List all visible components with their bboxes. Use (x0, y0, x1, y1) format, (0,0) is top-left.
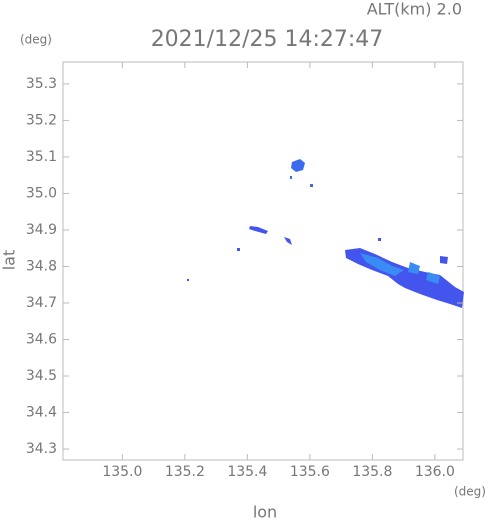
x-tick-label: 135.0 (102, 464, 142, 480)
x-tick-label: 135.6 (290, 464, 330, 480)
y-tick-label: 34.5 (26, 368, 57, 384)
x-tick-label: 135.2 (165, 464, 205, 480)
y-tick-label: 34.8 (26, 258, 57, 274)
x-tick-label: 135.4 (227, 464, 267, 480)
plot-frame (62, 61, 464, 461)
y-tick-label: 34.9 (26, 222, 57, 238)
y-tick-label: 35.3 (26, 76, 57, 92)
x-unit: (deg) (454, 485, 486, 499)
y-tick-label: 35.1 (26, 149, 57, 165)
y-tick-label: 34.3 (26, 441, 57, 457)
y-tick-label: 34.7 (26, 295, 57, 311)
y-tick-label: 34.6 (26, 332, 57, 348)
altitude: ALT(km) 2.0 (367, 0, 462, 19)
y-label: lat (0, 250, 19, 271)
y-tick-label: 34.4 (26, 405, 57, 421)
chart-title: 2021/12/25 14:27:47 (151, 27, 384, 52)
radar-echo (187, 159, 464, 308)
x-tick-label: 135.8 (352, 464, 392, 480)
y-tick-label: 35.2 (26, 112, 57, 128)
y-unit: (deg) (20, 33, 52, 47)
y-tick-label: 35.0 (26, 185, 57, 201)
x-tick-label: 136.0 (415, 464, 455, 480)
x-label: lon (253, 503, 277, 521)
